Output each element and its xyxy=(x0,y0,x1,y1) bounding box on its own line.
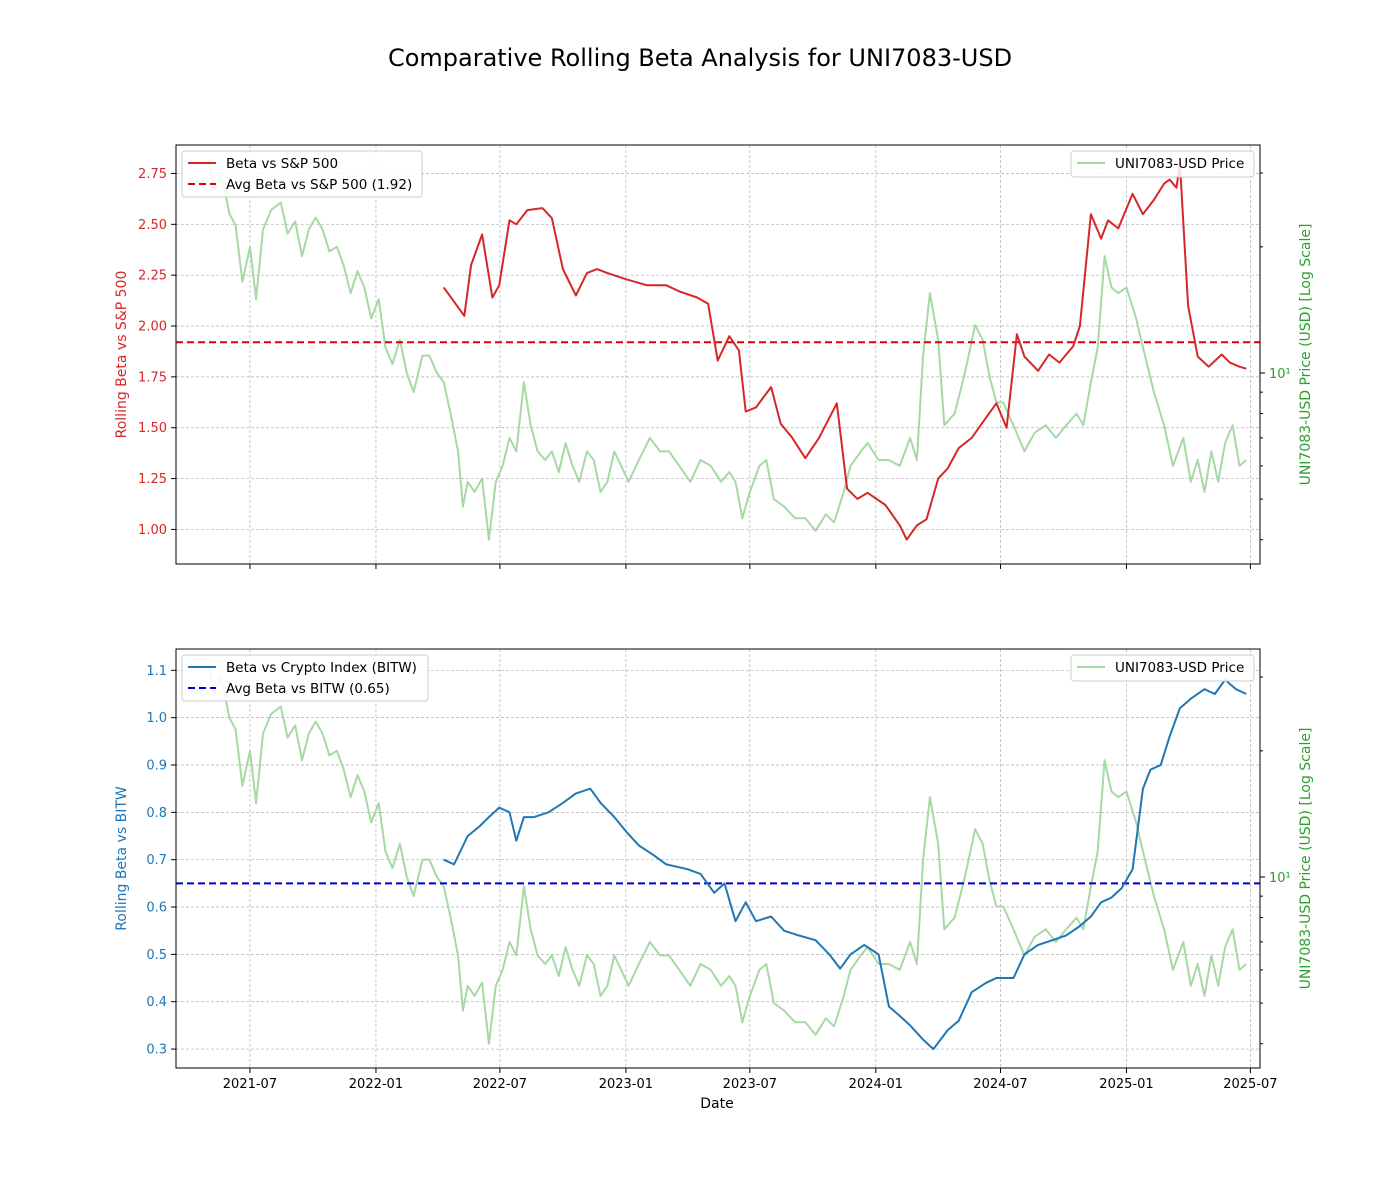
legend-box xyxy=(181,150,423,198)
plot-frame xyxy=(175,648,1261,1069)
grid xyxy=(176,649,1260,1068)
legend-box xyxy=(1070,150,1255,178)
x-tick-label: 2021-07 xyxy=(223,1077,277,1092)
y-tick-label: 0.7 xyxy=(146,853,167,868)
legend-label-average: Avg Beta vs BITW (0.65) xyxy=(226,681,390,697)
y-tick-label: 1.00 xyxy=(138,523,167,538)
y-axis-label: Rolling Beta vs BITW xyxy=(114,786,130,931)
legend-price: UNI7083-USD Price xyxy=(1070,150,1255,178)
y-tick-label: 0.8 xyxy=(146,806,167,821)
x-tick-label: 2025-01 xyxy=(1099,1077,1153,1092)
legend-label-average: Avg Beta vs S&P 500 (1.92) xyxy=(226,177,412,193)
y-tick-label: 1.25 xyxy=(138,472,167,487)
y-tick-label: 0.3 xyxy=(146,1043,167,1058)
x-tick-label: 2025-07 xyxy=(1223,1077,1277,1092)
legend-box xyxy=(1070,654,1255,682)
legend-beta: Beta vs Crypto Index (BITW) Avg Beta vs B… xyxy=(181,654,429,702)
y-tick-label: 1.75 xyxy=(138,370,167,385)
price-series-line xyxy=(207,161,1247,541)
panel-beta-sp500: 1.00 1.25 1.50 1.75 2.00 2.25 2.50 2.75 Rolling … xyxy=(114,144,1314,569)
x-tick-label: 2023-07 xyxy=(723,1077,777,1092)
panel-beta-bitw: 0.3 0.4 0.5 0.6 0.7 0.8 0.9 1.0 1.1 Rolling Beta … xyxy=(114,648,1314,1092)
y-tick-label: 0.4 xyxy=(146,995,167,1010)
y-tick-label: 0.5 xyxy=(146,948,167,963)
legend-price: UNI7083-USD Price xyxy=(1070,654,1255,682)
y-tick-label: 2.00 xyxy=(138,320,167,335)
x-tick-label: 2024-01 xyxy=(849,1077,903,1092)
price-tick-label: 10¹ xyxy=(1269,367,1291,382)
price-axis-label: UNI7083-USD Price (USD) [Log Scale] xyxy=(1298,224,1314,486)
legend-label-price: UNI7083-USD Price xyxy=(1115,660,1244,676)
beta-series-line xyxy=(443,678,1247,1051)
legend-box xyxy=(181,654,429,702)
y-tick-label: 2.50 xyxy=(138,218,167,233)
y-tick-label: 0.9 xyxy=(146,758,167,773)
price-axis-label: UNI7083-USD Price (USD) [Log Scale] xyxy=(1298,728,1314,990)
price-series-line xyxy=(207,665,1247,1045)
legend-beta: Beta vs S&P 500 Avg Beta vs S&P 500 (1.92… xyxy=(181,150,423,198)
y-tick-label: 1.0 xyxy=(146,711,167,726)
x-tick-label: 2023-01 xyxy=(599,1077,653,1092)
legend-label-price: UNI7083-USD Price xyxy=(1115,156,1244,172)
x-tick-label: 2024-07 xyxy=(973,1077,1027,1092)
chart-title: Comparative Rolling Beta Analysis for UN… xyxy=(388,44,1012,72)
y-tick-label: 2.75 xyxy=(138,167,167,182)
plot-frame xyxy=(175,144,1261,565)
beta-series-line xyxy=(442,162,1247,541)
y-tick-label: 1.50 xyxy=(138,421,167,436)
x-axis-label: Date xyxy=(700,1096,733,1112)
legend-label-beta: Beta vs S&P 500 xyxy=(226,156,338,172)
y-tick-label: 0.6 xyxy=(146,901,167,916)
x-tick-label: 2022-01 xyxy=(349,1077,403,1092)
y-axis-label: Rolling Beta vs S&P 500 xyxy=(114,271,130,439)
y-tick-label: 2.25 xyxy=(138,269,167,284)
y-tick-label: 1.1 xyxy=(146,664,167,679)
legend-label-beta: Beta vs Crypto Index (BITW) xyxy=(226,660,417,676)
x-tick-label: 2022-07 xyxy=(473,1077,527,1092)
price-tick-label: 10¹ xyxy=(1269,871,1291,886)
